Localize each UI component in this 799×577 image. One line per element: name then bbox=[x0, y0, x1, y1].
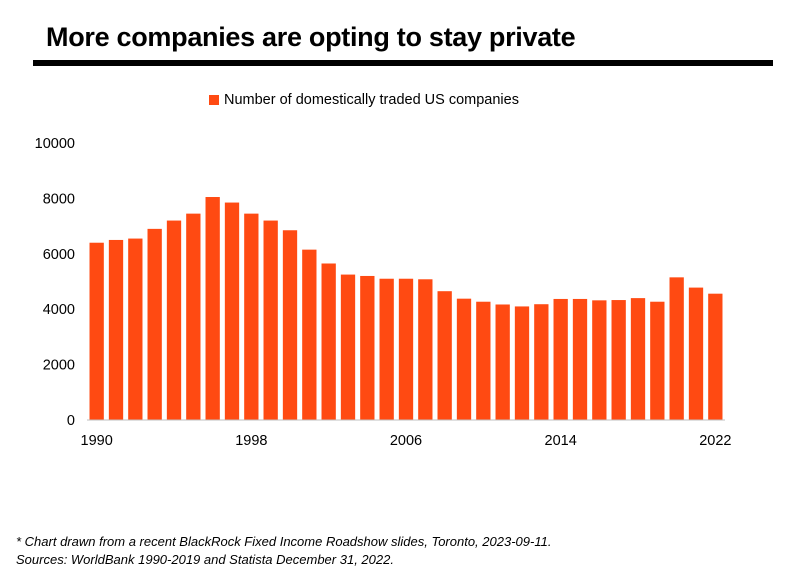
x-tick-label: 2006 bbox=[390, 433, 422, 449]
bar bbox=[166, 220, 182, 420]
bar bbox=[688, 287, 704, 420]
bar bbox=[476, 301, 491, 420]
legend-swatch bbox=[209, 95, 219, 105]
footnote: * Chart drawn from a recent BlackRock Fi… bbox=[16, 533, 551, 569]
bar bbox=[708, 293, 723, 420]
bar bbox=[302, 249, 317, 420]
footnote-line-1: * Chart drawn from a recent BlackRock Fi… bbox=[16, 534, 552, 549]
y-tick-label: 0 bbox=[67, 413, 75, 429]
bar bbox=[128, 238, 143, 420]
legend: Number of domestically traded US compani… bbox=[209, 92, 519, 108]
bar bbox=[398, 278, 414, 420]
bar bbox=[437, 291, 452, 420]
y-tick-label: 2000 bbox=[43, 358, 75, 374]
footnote-line-2: Sources: WorldBank 1990-2019 and Statist… bbox=[16, 552, 394, 567]
bar bbox=[456, 298, 472, 420]
bar bbox=[418, 279, 433, 420]
bar bbox=[321, 263, 336, 420]
bar bbox=[224, 202, 240, 420]
bar bbox=[147, 228, 162, 420]
bar bbox=[495, 304, 510, 420]
chart-title: More companies are opting to stay privat… bbox=[46, 22, 576, 52]
bar bbox=[630, 298, 646, 420]
bar bbox=[340, 274, 356, 420]
bar bbox=[205, 197, 220, 420]
bar bbox=[263, 220, 278, 420]
bar bbox=[186, 213, 201, 420]
x-tick-label: 1998 bbox=[235, 433, 267, 449]
bar bbox=[669, 277, 684, 420]
bar bbox=[379, 278, 394, 420]
y-tick-label: 8000 bbox=[43, 191, 75, 207]
x-tick-label: 2014 bbox=[545, 433, 577, 449]
bar bbox=[514, 306, 530, 420]
bar bbox=[108, 239, 124, 420]
bar bbox=[650, 301, 665, 420]
bar bbox=[89, 242, 104, 420]
bar bbox=[282, 230, 298, 420]
x-tick-label: 2022 bbox=[699, 433, 731, 449]
bar bbox=[553, 298, 568, 420]
y-tick-label: 6000 bbox=[43, 247, 75, 263]
bar bbox=[611, 300, 626, 420]
bar bbox=[534, 304, 549, 420]
bar bbox=[360, 275, 375, 420]
bar bbox=[244, 213, 259, 420]
legend-label: Number of domestically traded US compani… bbox=[224, 92, 519, 108]
bar bbox=[572, 298, 588, 420]
y-tick-label: 10000 bbox=[35, 136, 75, 152]
x-tick-label: 1990 bbox=[81, 433, 113, 449]
bar bbox=[592, 300, 607, 420]
title-underline bbox=[33, 60, 773, 66]
y-tick-label: 4000 bbox=[43, 302, 75, 318]
